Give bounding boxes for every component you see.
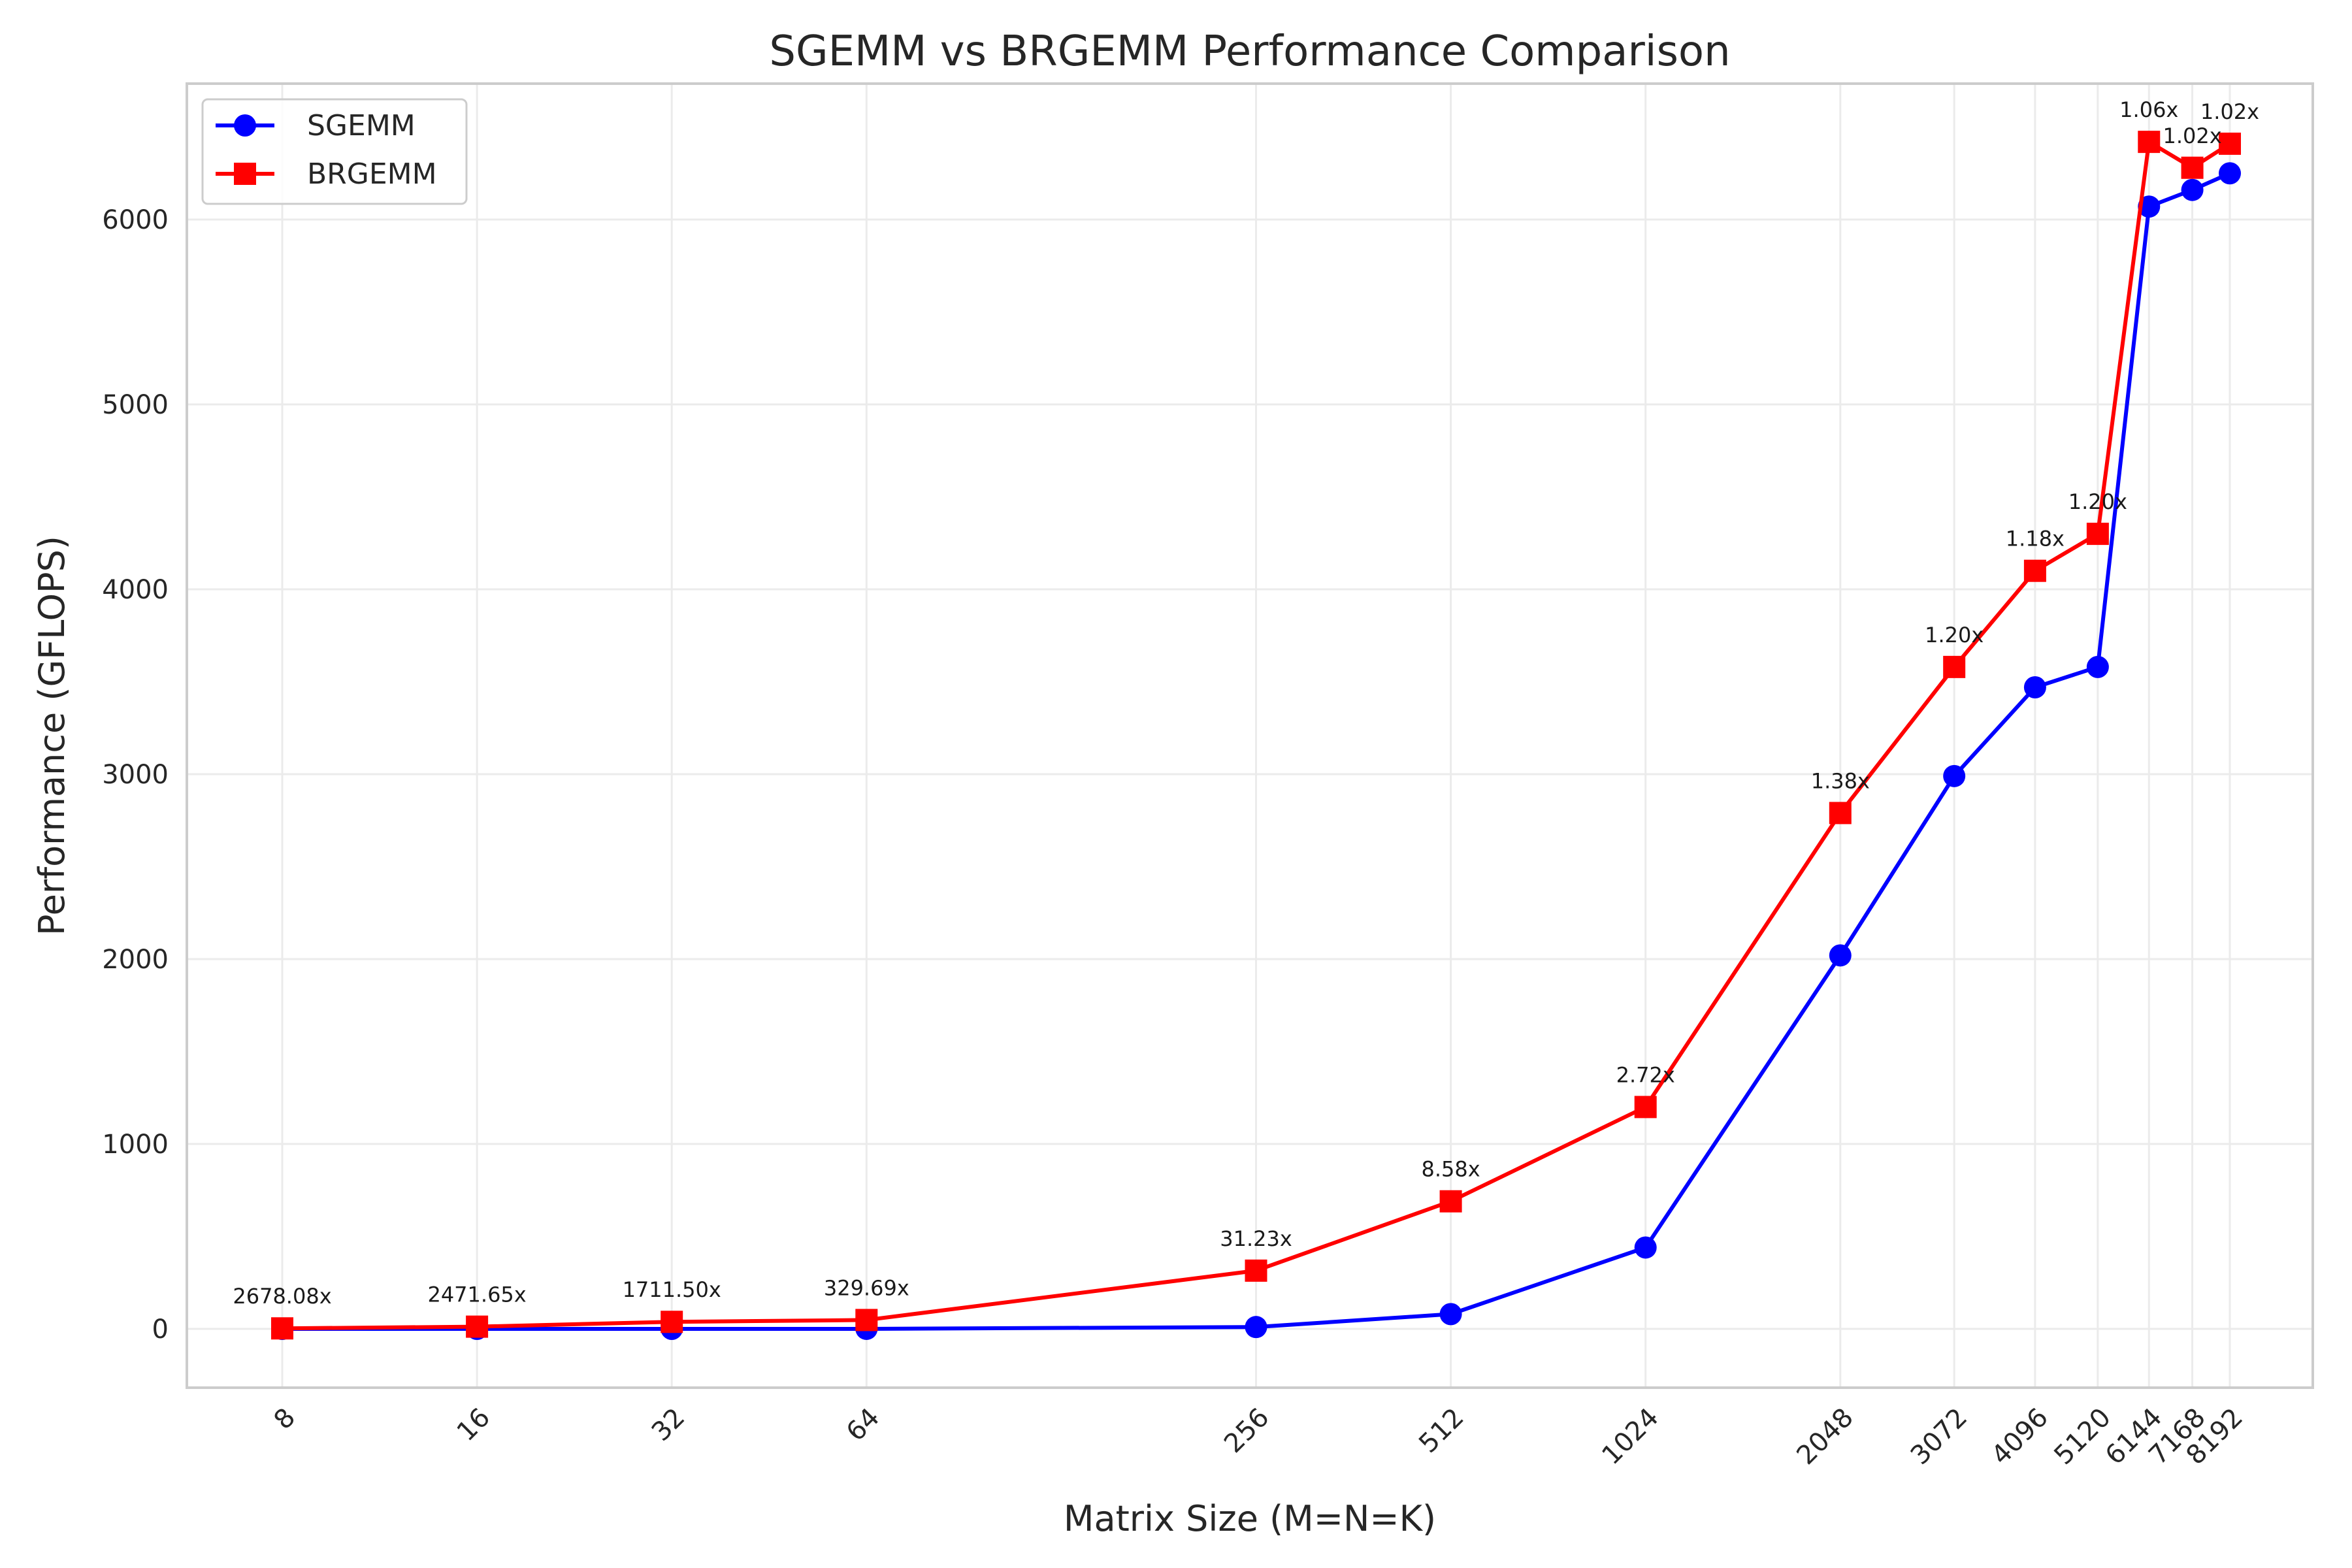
speedup-annotation: 1.20x [2068, 489, 2127, 514]
y-axis-label: Performance (GFLOPS) [31, 536, 73, 936]
speedup-annotation: 1.02x [2163, 123, 2221, 148]
y-axis-ticks: 0 1000 2000 3000 4000 5000 6000 [102, 205, 169, 1345]
data-point-brgemm [855, 1309, 878, 1331]
series-line-brgemm [282, 140, 2231, 1331]
data-point-brgemm [1943, 655, 1966, 678]
data-point-brgemm [1634, 1096, 1657, 1119]
data-point-sgemm [1829, 944, 1852, 967]
speedup-annotation: 1.06x [2119, 97, 2178, 122]
data-point-brgemm [271, 1317, 293, 1340]
speedup-annotation: 31.23x [1220, 1226, 1292, 1251]
legend-label-brgemm: BRGEMM [307, 157, 437, 191]
x-axis-label: Matrix Size (M=N=K) [1064, 1498, 1436, 1539]
data-point-brgemm [2138, 131, 2161, 154]
grid-lines [187, 84, 2313, 1388]
y-tick-label: 2000 [102, 945, 169, 975]
speedup-annotation: 2.72x [1616, 1062, 1675, 1087]
speedup-annotation: 2471.65x [427, 1282, 526, 1307]
y-tick-label: 3000 [102, 760, 169, 790]
series-layer [271, 131, 2241, 1340]
data-point-sgemm [2138, 195, 2161, 218]
legend-marker-sgemm [234, 114, 256, 137]
speedup-annotation: 1.02x [2200, 99, 2259, 124]
speedup-annotation: 1711.50x [623, 1277, 721, 1302]
data-point-sgemm [2086, 655, 2109, 678]
data-point-brgemm [2181, 156, 2204, 179]
data-point-brgemm [1245, 1259, 1267, 1282]
chart-title: SGEMM vs BRGEMM Performance Comparison [769, 27, 1730, 76]
speedup-annotation: 8.58x [1422, 1157, 1480, 1182]
y-tick-label: 0 [152, 1315, 169, 1345]
y-tick-label: 6000 [102, 205, 169, 235]
series-line-sgemm [282, 171, 2231, 1331]
speedup-annotation: 1.20x [1925, 623, 1984, 647]
data-point-sgemm [2219, 162, 2241, 185]
speedup-annotation: 1.18x [2006, 527, 2065, 551]
legend: SGEMM BRGEMM [201, 98, 468, 205]
data-point-sgemm [2181, 178, 2204, 201]
data-point-brgemm [466, 1315, 489, 1338]
speedup-annotation: 329.69x [824, 1275, 909, 1300]
plot-frame [186, 82, 2314, 1389]
y-tick-label: 5000 [102, 390, 169, 420]
legend-marker-brgemm [234, 163, 256, 185]
y-tick-label: 4000 [102, 575, 169, 605]
data-point-brgemm [2023, 559, 2046, 582]
data-point-brgemm [1439, 1190, 1462, 1213]
y-tick-label: 1000 [102, 1130, 169, 1160]
annotation-layer: 2678.08x 2471.65x 1711.50x 329.69x 31.23x 8.5… [233, 97, 2259, 1309]
data-point-sgemm [1943, 764, 1966, 787]
data-point-brgemm [2219, 132, 2241, 155]
data-point-brgemm [661, 1311, 683, 1333]
data-point-sgemm [2023, 676, 2046, 698]
data-point-brgemm [1829, 802, 1852, 825]
speedup-annotation: 2678.08x [233, 1284, 331, 1309]
data-point-brgemm [2086, 523, 2109, 546]
data-point-sgemm [1634, 1236, 1657, 1259]
data-point-sgemm [1245, 1316, 1267, 1339]
legend-label-sgemm: SGEMM [307, 109, 416, 142]
speedup-annotation: 1.38x [1811, 768, 1870, 793]
data-point-sgemm [1439, 1303, 1462, 1326]
